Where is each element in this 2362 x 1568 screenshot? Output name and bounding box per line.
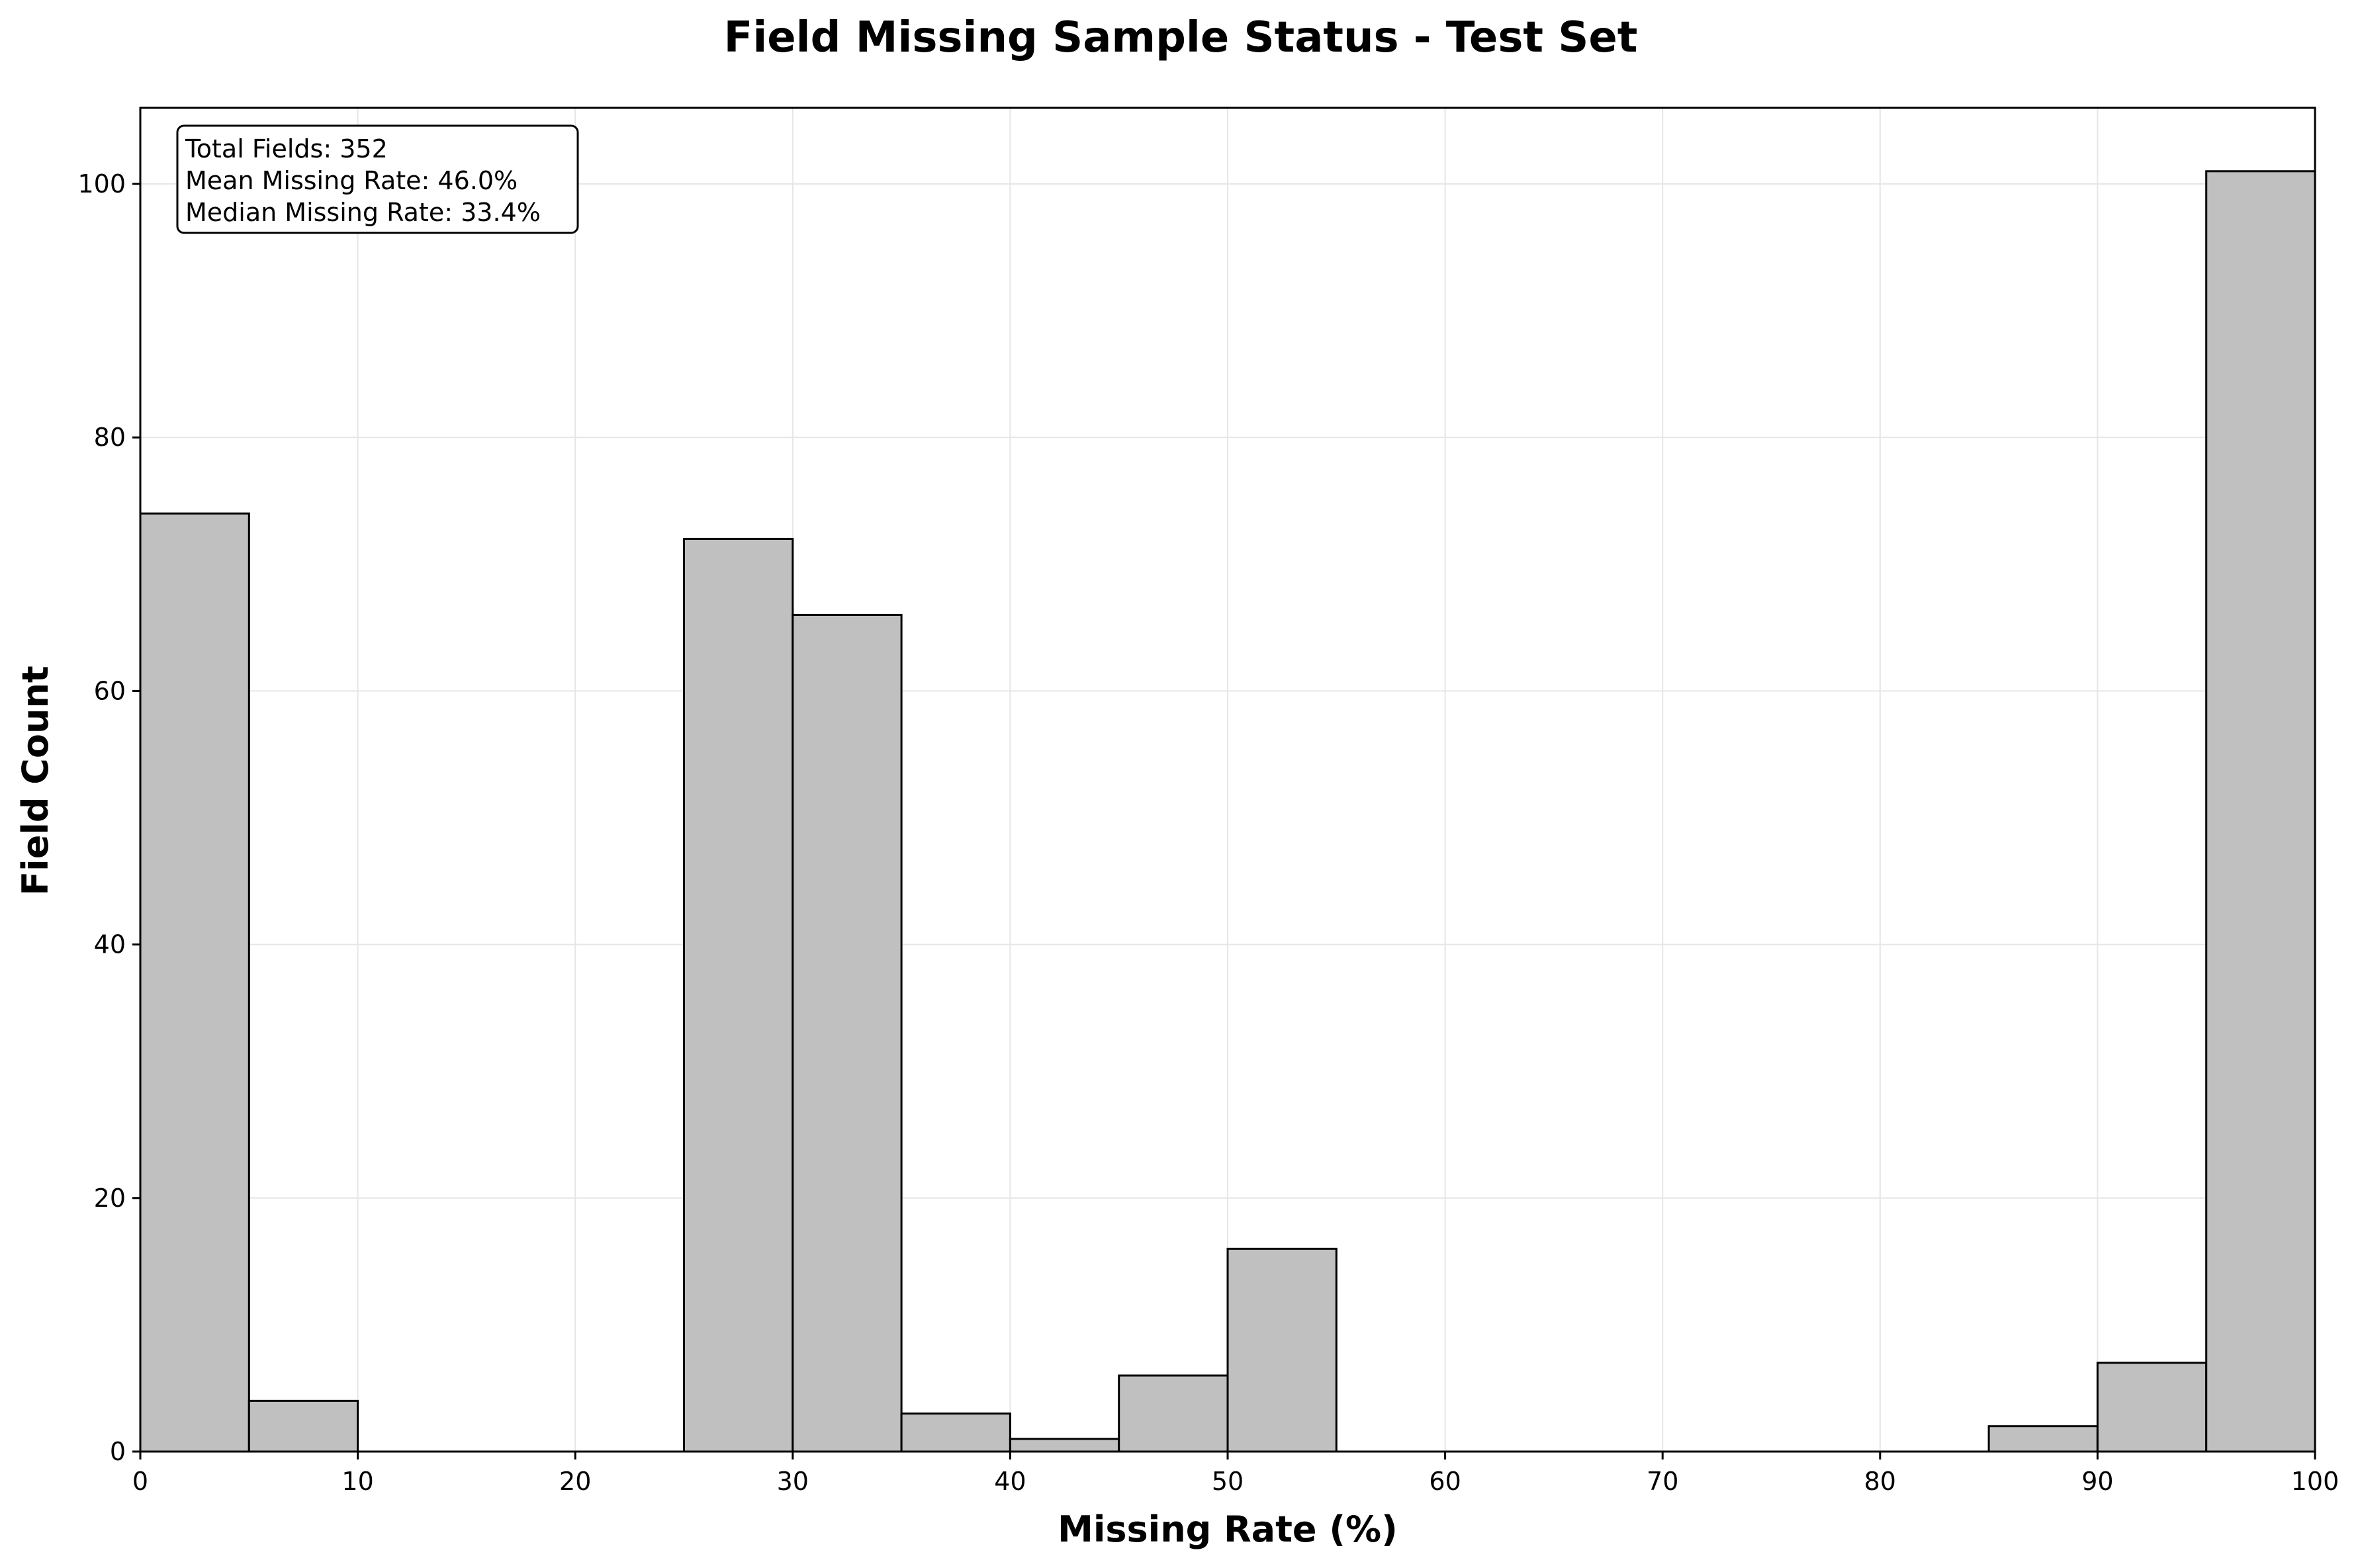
x-tick-label: 20: [559, 1467, 591, 1496]
histogram-bar-25-30: [683, 537, 794, 1453]
histogram-bar-40-45: [1009, 1438, 1120, 1453]
histogram-bar-5-10: [248, 1399, 359, 1453]
x-tick-label: 50: [1212, 1467, 1244, 1496]
y-tick-label: 40: [94, 930, 126, 959]
histogram-bar-30-35: [792, 613, 903, 1453]
x-axis-ticks: 0 10 20 30 40 50 60 70 80 90 100: [132, 1452, 2339, 1496]
histogram-bar-95-100: [2205, 170, 2316, 1453]
stats-total-fields: Total Fields: 352: [185, 134, 388, 163]
x-tick-label: 80: [1864, 1467, 1896, 1496]
stats-median-missing-rate: Median Missing Rate: 33.4%: [185, 198, 541, 227]
stats-mean-missing-rate: Mean Missing Rate: 46.0%: [185, 166, 518, 195]
x-tick-label: 40: [994, 1467, 1026, 1496]
x-tick-label: 0: [132, 1467, 148, 1496]
stats-box-frame: [176, 124, 579, 234]
histogram-bar-45-50: [1118, 1374, 1229, 1453]
histogram-bar-85-90: [1987, 1425, 2099, 1453]
histogram-bar-50-55: [1226, 1247, 1338, 1453]
histogram-bar-0-5: [139, 512, 250, 1453]
x-tick-label: 70: [1647, 1467, 1678, 1496]
y-axis-ticks: 0 20 40 60 80 100: [77, 169, 140, 1466]
x-tick-label: 90: [2081, 1467, 2113, 1496]
summary-stats-box: Total Fields: 352 Mean Missing Rate: 46.…: [176, 124, 579, 234]
x-axis-label: Missing Rate (%): [1058, 1508, 1398, 1550]
y-tick-label: 80: [94, 423, 126, 452]
histogram-bar-90-95: [2096, 1362, 2208, 1453]
y-tick-label: 100: [77, 169, 126, 198]
histogram-bar-35-40: [900, 1413, 1011, 1453]
x-tick-label: 100: [2291, 1467, 2339, 1496]
y-tick-label: 60: [94, 676, 126, 705]
x-tick-label: 60: [1429, 1467, 1461, 1496]
y-tick-label: 0: [110, 1437, 126, 1466]
y-tick-label: 20: [94, 1184, 126, 1213]
x-tick-label: 10: [341, 1467, 373, 1496]
histogram-bars: [139, 170, 2316, 1453]
chart-title: Field Missing Sample Status - Test Set: [724, 13, 1638, 62]
y-axis-label: Field Count: [15, 666, 56, 895]
x-tick-label: 30: [777, 1467, 809, 1496]
